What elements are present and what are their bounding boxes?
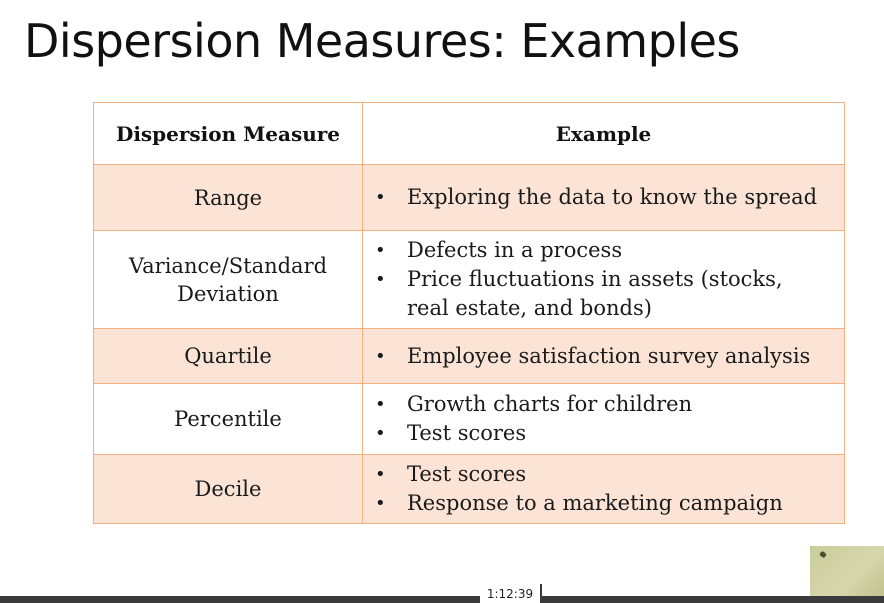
measure-cell: Decile: [93, 454, 363, 524]
table-header-row: Dispersion Measure Example: [93, 102, 845, 165]
measure-cell: Quartile: [93, 328, 363, 384]
table-row: Variance/Standard Deviation Defects in a…: [93, 230, 845, 329]
example-item: Defects in a process: [375, 236, 830, 265]
example-item: Response to a marketing campaign: [375, 489, 830, 518]
examples-cell: Employee satisfaction survey analysis: [362, 328, 845, 384]
example-item: Test scores: [375, 419, 830, 448]
seek-timestamp: 1:12:39: [480, 585, 540, 603]
table-row: Percentile Growth charts for children Te…: [93, 383, 845, 455]
examples-cell: Exploring the data to know the spread: [362, 164, 845, 231]
example-item: Test scores: [375, 460, 830, 489]
example-item: Employee satisfaction survey analysis: [375, 342, 830, 371]
seek-position-marker[interactable]: [540, 584, 542, 603]
example-item: Exploring the data to know the spread: [375, 183, 830, 212]
measure-cell: Percentile: [93, 383, 363, 455]
video-seek-bar[interactable]: [0, 596, 884, 603]
example-item: Price fluctuations in assets (stocks, re…: [375, 265, 830, 323]
examples-cell: Defects in a process Price fluctuations …: [362, 230, 845, 329]
webcam-thumbnail: [810, 546, 884, 596]
slide-title: Dispersion Measures: Examples: [24, 14, 740, 68]
example-item: Growth charts for children: [375, 390, 830, 419]
measure-cell: Range: [93, 164, 363, 231]
table-row: Range Exploring the data to know the spr…: [93, 164, 845, 231]
dispersion-examples-table: Dispersion Measure Example Range Explori…: [93, 102, 845, 524]
examples-cell: Test scores Response to a marketing camp…: [362, 454, 845, 524]
table-row: Decile Test scores Response to a marketi…: [93, 454, 845, 524]
examples-cell: Growth charts for children Test scores: [362, 383, 845, 455]
measure-cell: Variance/Standard Deviation: [93, 230, 363, 329]
table-row: Quartile Employee satisfaction survey an…: [93, 328, 845, 384]
webcam-detail: [819, 550, 827, 559]
column-header-measure: Dispersion Measure: [93, 102, 363, 165]
column-header-example: Example: [362, 102, 845, 165]
